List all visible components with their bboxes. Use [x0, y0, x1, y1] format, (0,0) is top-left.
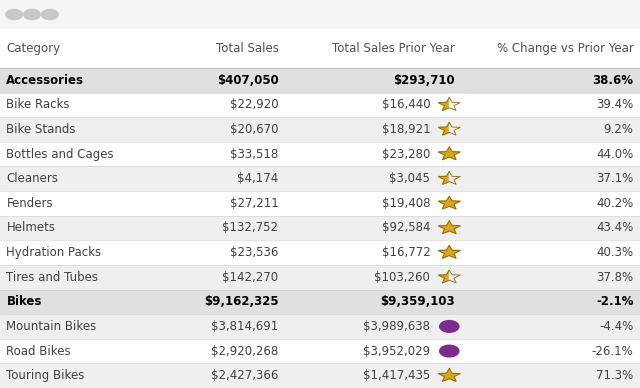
- Text: 43.4%: 43.4%: [596, 222, 634, 234]
- Circle shape: [42, 10, 58, 20]
- Polygon shape: [438, 246, 460, 258]
- Text: % Change vs Prior Year: % Change vs Prior Year: [497, 42, 634, 55]
- Polygon shape: [438, 369, 460, 381]
- FancyBboxPatch shape: [0, 314, 640, 339]
- Text: Bikes: Bikes: [6, 295, 42, 308]
- FancyBboxPatch shape: [0, 265, 640, 289]
- Circle shape: [440, 345, 459, 357]
- Text: Accessories: Accessories: [6, 74, 84, 87]
- Text: $33,518: $33,518: [230, 147, 278, 161]
- Text: -4.4%: -4.4%: [599, 320, 634, 333]
- Text: $9,162,325: $9,162,325: [204, 295, 278, 308]
- Polygon shape: [449, 94, 467, 115]
- Text: $142,270: $142,270: [222, 271, 278, 284]
- Text: $23,536: $23,536: [230, 246, 278, 259]
- Text: Hydration Packs: Hydration Packs: [6, 246, 102, 259]
- Polygon shape: [449, 267, 467, 288]
- Text: Category: Category: [6, 42, 61, 55]
- Text: 37.8%: 37.8%: [596, 271, 634, 284]
- Text: Road Bikes: Road Bikes: [6, 345, 71, 358]
- Text: $1,417,435: $1,417,435: [363, 369, 430, 382]
- FancyBboxPatch shape: [0, 216, 640, 240]
- Text: Tires and Tubes: Tires and Tubes: [6, 271, 99, 284]
- Text: $92,584: $92,584: [382, 222, 430, 234]
- Circle shape: [24, 10, 40, 20]
- Polygon shape: [438, 196, 460, 209]
- FancyBboxPatch shape: [0, 29, 640, 68]
- Text: $3,045: $3,045: [390, 172, 430, 185]
- Text: $3,952,029: $3,952,029: [364, 345, 430, 358]
- Text: Total Sales: Total Sales: [216, 42, 278, 55]
- Text: $3,989,638: $3,989,638: [364, 320, 430, 333]
- Text: Fenders: Fenders: [6, 197, 53, 210]
- Text: $20,670: $20,670: [230, 123, 278, 136]
- FancyBboxPatch shape: [0, 92, 640, 117]
- FancyBboxPatch shape: [0, 339, 640, 364]
- Circle shape: [440, 320, 459, 332]
- FancyBboxPatch shape: [0, 117, 640, 142]
- Text: $18,921: $18,921: [381, 123, 430, 136]
- Text: $103,260: $103,260: [374, 271, 430, 284]
- Polygon shape: [438, 123, 460, 135]
- Text: $293,710: $293,710: [393, 74, 454, 87]
- Text: $2,920,268: $2,920,268: [211, 345, 278, 358]
- Text: Bike Racks: Bike Racks: [6, 98, 70, 111]
- Text: $4,174: $4,174: [237, 172, 278, 185]
- FancyBboxPatch shape: [0, 289, 640, 314]
- Text: Helmets: Helmets: [6, 222, 56, 234]
- Text: $2,427,366: $2,427,366: [211, 369, 278, 382]
- Text: Touring Bikes: Touring Bikes: [6, 369, 84, 382]
- FancyBboxPatch shape: [0, 364, 640, 388]
- Text: $132,752: $132,752: [223, 222, 278, 234]
- Text: $16,440: $16,440: [381, 98, 430, 111]
- Text: -2.1%: -2.1%: [596, 295, 634, 308]
- Text: 40.3%: 40.3%: [596, 246, 634, 259]
- FancyBboxPatch shape: [0, 68, 640, 92]
- Text: Bike Stands: Bike Stands: [6, 123, 76, 136]
- Polygon shape: [438, 98, 460, 111]
- FancyBboxPatch shape: [0, 240, 640, 265]
- FancyBboxPatch shape: [0, 191, 640, 216]
- Polygon shape: [438, 147, 460, 160]
- Text: $27,211: $27,211: [230, 197, 278, 210]
- Polygon shape: [438, 270, 460, 283]
- Circle shape: [6, 10, 22, 20]
- Polygon shape: [449, 168, 467, 189]
- Text: 40.2%: 40.2%: [596, 197, 634, 210]
- Polygon shape: [438, 221, 460, 234]
- Text: 38.6%: 38.6%: [593, 74, 634, 87]
- FancyBboxPatch shape: [0, 0, 640, 29]
- Text: $3,814,691: $3,814,691: [211, 320, 278, 333]
- Text: $407,050: $407,050: [217, 74, 278, 87]
- Text: Total Sales Prior Year: Total Sales Prior Year: [332, 42, 454, 55]
- Text: $16,772: $16,772: [381, 246, 430, 259]
- Polygon shape: [449, 119, 467, 140]
- Text: 44.0%: 44.0%: [596, 147, 634, 161]
- Text: $23,280: $23,280: [382, 147, 430, 161]
- Polygon shape: [438, 172, 460, 184]
- Text: Bottles and Cages: Bottles and Cages: [6, 147, 114, 161]
- Text: $19,408: $19,408: [382, 197, 430, 210]
- FancyBboxPatch shape: [0, 166, 640, 191]
- Text: $9,359,103: $9,359,103: [380, 295, 454, 308]
- Text: 37.1%: 37.1%: [596, 172, 634, 185]
- Text: 39.4%: 39.4%: [596, 98, 634, 111]
- Text: 9.2%: 9.2%: [604, 123, 634, 136]
- Text: $22,920: $22,920: [230, 98, 278, 111]
- Text: 71.3%: 71.3%: [596, 369, 634, 382]
- Text: -26.1%: -26.1%: [592, 345, 634, 358]
- Text: Mountain Bikes: Mountain Bikes: [6, 320, 97, 333]
- FancyBboxPatch shape: [0, 142, 640, 166]
- Text: Cleaners: Cleaners: [6, 172, 58, 185]
